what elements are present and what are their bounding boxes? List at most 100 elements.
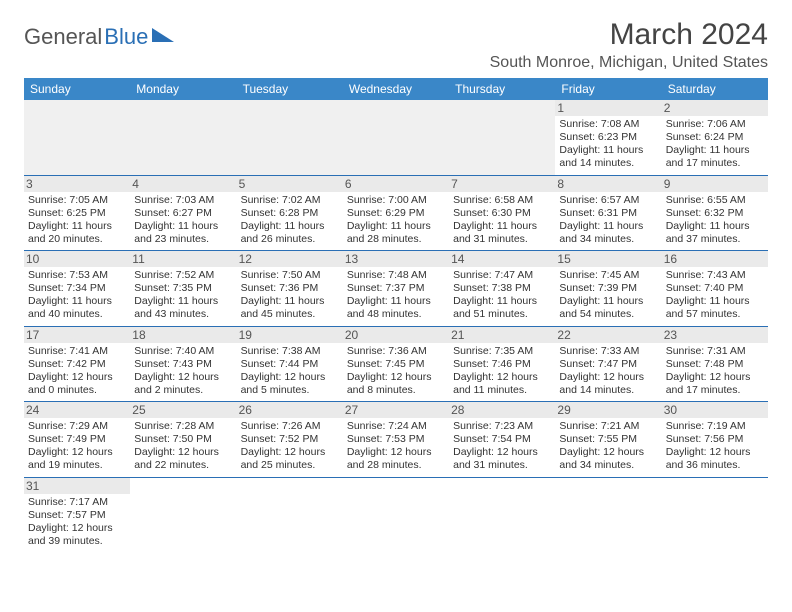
calendar-day: 11Sunrise: 7:52 AMSunset: 7:35 PMDayligh… [130,251,236,327]
calendar-day: 18 Sunrise: 7:40 AMSunset: 7:43 PMDayligh… [130,326,236,402]
day-number: 8 [555,176,661,192]
day-info: Sunrise: 7:05 AMSunset: 6:25 PMDaylight:… [28,194,126,247]
day-info: Sunrise: 7:43 AMSunset: 7:40 PMDaylight:… [666,269,764,322]
day-info: Sunrise: 7:06 AMSunset: 6:24 PMDaylight:… [666,118,764,171]
calendar-empty [343,477,449,552]
day-info: Sunrise: 7:23 AMSunset: 7:54 PMDaylight:… [453,420,551,473]
calendar-day: 6 Sunrise: 7:00 AMSunset: 6:29 PMDaylight… [343,175,449,251]
day-info: Sunrise: 7:21 AMSunset: 7:55 PMDaylight:… [559,420,657,473]
day-info: Sunrise: 7:50 AMSunset: 7:36 PMDaylight:… [241,269,339,322]
calendar-body: 1 Sunrise: 7:08 AMSunset: 6:23 PMDaylight… [24,100,768,552]
day-info: Sunrise: 7:31 AMSunset: 7:48 PMDaylight:… [666,345,764,398]
day-info: Sunrise: 7:36 AMSunset: 7:45 PMDaylight:… [347,345,445,398]
logo-triangle-icon [152,28,174,42]
calendar-day: 16Sunrise: 7:43 AMSunset: 7:40 PMDayligh… [662,251,768,327]
calendar-day: 12Sunrise: 7:50 AMSunset: 7:36 PMDayligh… [237,251,343,327]
weekday-header: Friday [555,78,661,100]
day-info: Sunrise: 7:29 AMSunset: 7:49 PMDaylight:… [28,420,126,473]
calendar-day: 28 Sunrise: 7:23 AMSunset: 7:54 PMDayligh… [449,402,555,478]
day-number: 4 [130,176,236,192]
day-number: 3 [24,176,130,192]
day-number: 2 [662,100,768,116]
day-number: 28 [449,402,555,418]
calendar-week: 17Sunrise: 7:41 AMSunset: 7:42 PMDayligh… [24,326,768,402]
logo: GeneralBlue [24,18,174,50]
day-number: 5 [237,176,343,192]
day-number: 26 [237,402,343,418]
calendar-day: 24 Sunrise: 7:29 AMSunset: 7:49 PMDayligh… [24,402,130,478]
day-info: Sunrise: 7:40 AMSunset: 7:43 PMDaylight:… [134,345,232,398]
calendar-day: 27 Sunrise: 7:24 AMSunset: 7:53 PMDayligh… [343,402,449,478]
day-info: Sunrise: 7:08 AMSunset: 6:23 PMDaylight:… [559,118,657,171]
calendar-day: 8 Sunrise: 6:57 AMSunset: 6:31 PMDaylight… [555,175,661,251]
calendar-empty [24,100,130,175]
day-info: Sunrise: 7:26 AMSunset: 7:52 PMDaylight:… [241,420,339,473]
day-info: Sunrise: 7:28 AMSunset: 7:50 PMDaylight:… [134,420,232,473]
day-number: 29 [555,402,661,418]
location-text: South Monroe, Michigan, United States [490,54,768,72]
day-number: 15 [555,251,661,267]
weekday-row: SundayMondayTuesdayWednesdayThursdayFrid… [24,78,768,100]
weekday-header: Monday [130,78,236,100]
calendar-day: 31 Sunrise: 7:17 AMSunset: 7:57 PMDayligh… [24,477,130,552]
day-info: Sunrise: 7:00 AMSunset: 6:29 PMDaylight:… [347,194,445,247]
calendar-day: 15Sunrise: 7:45 AMSunset: 7:39 PMDayligh… [555,251,661,327]
day-info: Sunrise: 7:24 AMSunset: 7:53 PMDaylight:… [347,420,445,473]
day-number: 27 [343,402,449,418]
calendar-empty [130,100,236,175]
calendar-empty [237,100,343,175]
calendar-day: 9 Sunrise: 6:55 AMSunset: 6:32 PMDaylight… [662,175,768,251]
day-info: Sunrise: 7:02 AMSunset: 6:28 PMDaylight:… [241,194,339,247]
day-number: 9 [662,176,768,192]
day-info: Sunrise: 7:53 AMSunset: 7:34 PMDaylight:… [28,269,126,322]
logo-text-blue: Blue [104,24,148,50]
day-info: Sunrise: 6:57 AMSunset: 6:31 PMDaylight:… [559,194,657,247]
calendar-empty [343,100,449,175]
day-number: 10 [24,251,130,267]
header: GeneralBlue March 2024 South Monroe, Mic… [24,18,768,72]
calendar-day: 29 Sunrise: 7:21 AMSunset: 7:55 PMDayligh… [555,402,661,478]
day-number: 13 [343,251,449,267]
calendar-day: 17Sunrise: 7:41 AMSunset: 7:42 PMDayligh… [24,326,130,402]
calendar-day: 21Sunrise: 7:35 AMSunset: 7:46 PMDayligh… [449,326,555,402]
calendar-day: 2 Sunrise: 7:06 AMSunset: 6:24 PMDaylight… [662,100,768,175]
calendar-day: 10 Sunrise: 7:53 AMSunset: 7:34 PMDayligh… [24,251,130,327]
day-number: 18 [130,327,236,343]
calendar-day: 22Sunrise: 7:33 AMSunset: 7:47 PMDayligh… [555,326,661,402]
calendar-empty [555,477,661,552]
day-info: Sunrise: 7:52 AMSunset: 7:35 PMDaylight:… [134,269,232,322]
calendar-empty [662,477,768,552]
day-number: 30 [662,402,768,418]
day-info: Sunrise: 7:17 AMSunset: 7:57 PMDaylight:… [28,496,126,549]
weekday-header: Saturday [662,78,768,100]
calendar-empty [130,477,236,552]
day-number: 31 [24,478,130,494]
calendar-day: 25 Sunrise: 7:28 AMSunset: 7:50 PMDayligh… [130,402,236,478]
day-info: Sunrise: 7:38 AMSunset: 7:44 PMDaylight:… [241,345,339,398]
calendar-day: 3 Sunrise: 7:05 AMSunset: 6:25 PMDaylight… [24,175,130,251]
day-number: 24 [24,402,130,418]
calendar-day: 19Sunrise: 7:38 AMSunset: 7:44 PMDayligh… [237,326,343,402]
weekday-header: Sunday [24,78,130,100]
day-number: 7 [449,176,555,192]
calendar-day: 5 Sunrise: 7:02 AMSunset: 6:28 PMDaylight… [237,175,343,251]
calendar-week: 24 Sunrise: 7:29 AMSunset: 7:49 PMDayligh… [24,402,768,478]
day-number: 25 [130,402,236,418]
calendar-day: 13Sunrise: 7:48 AMSunset: 7:37 PMDayligh… [343,251,449,327]
calendar-week: 31 Sunrise: 7:17 AMSunset: 7:57 PMDayligh… [24,477,768,552]
weekday-header: Thursday [449,78,555,100]
day-info: Sunrise: 7:03 AMSunset: 6:27 PMDaylight:… [134,194,232,247]
day-info: Sunrise: 7:47 AMSunset: 7:38 PMDaylight:… [453,269,551,322]
logo-text-general: General [24,24,102,50]
calendar-day: 30Sunrise: 7:19 AMSunset: 7:56 PMDayligh… [662,402,768,478]
calendar-empty [449,100,555,175]
day-number: 23 [662,327,768,343]
calendar-table: SundayMondayTuesdayWednesdayThursdayFrid… [24,78,768,552]
day-number: 22 [555,327,661,343]
calendar-week: 1 Sunrise: 7:08 AMSunset: 6:23 PMDaylight… [24,100,768,175]
calendar-day: 23 Sunrise: 7:31 AMSunset: 7:48 PMDayligh… [662,326,768,402]
day-number: 1 [555,100,661,116]
day-info: Sunrise: 6:55 AMSunset: 6:32 PMDaylight:… [666,194,764,247]
day-number: 6 [343,176,449,192]
calendar-week: 3 Sunrise: 7:05 AMSunset: 6:25 PMDaylight… [24,175,768,251]
